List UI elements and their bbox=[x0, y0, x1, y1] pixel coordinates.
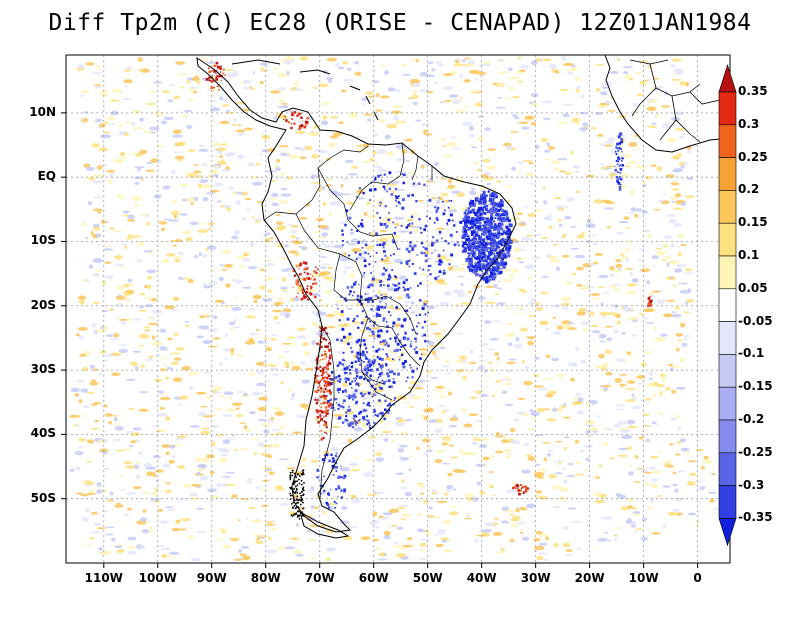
lat-label: 10N bbox=[29, 104, 56, 119]
lat-label: 10S bbox=[30, 233, 56, 248]
colorbar-label: -0.05 bbox=[738, 313, 773, 328]
lat-label: EQ bbox=[37, 169, 56, 184]
colorbar-label: -0.35 bbox=[738, 510, 773, 525]
lon-label: 30W bbox=[520, 571, 551, 585]
colorbar-segment bbox=[718, 354, 737, 388]
colorbar-segment bbox=[718, 124, 737, 158]
map-title: Diff Tp2m (C) EC28 (ORISE - CENAPAD) 12Z… bbox=[48, 10, 752, 36]
colorbar-label: 0.05 bbox=[738, 280, 768, 295]
colorbar-segment bbox=[718, 222, 737, 257]
south-america-coastline bbox=[196, 56, 517, 533]
difference-field bbox=[69, 56, 720, 562]
lat-lon-grid bbox=[66, 55, 730, 563]
lon-label: 100W bbox=[138, 571, 177, 585]
lat-label: 20S bbox=[30, 297, 56, 312]
lat-label: 50S bbox=[30, 490, 56, 505]
africa-coastline bbox=[604, 55, 730, 153]
colorbar-label: 0.15 bbox=[738, 215, 768, 230]
lon-label: 20W bbox=[574, 571, 605, 585]
colorbar-segment bbox=[718, 157, 737, 191]
axis-ticks bbox=[61, 112, 699, 568]
colorbar-segment bbox=[718, 190, 737, 224]
colorbar-segment bbox=[718, 321, 737, 355]
lon-label: 80W bbox=[250, 571, 281, 585]
colorbar-bottom-arrow bbox=[718, 518, 737, 547]
lon-label: 110W bbox=[84, 571, 123, 585]
lat-label: 30S bbox=[30, 362, 56, 377]
colorbar-label: -0.3 bbox=[738, 477, 765, 492]
country-borders bbox=[263, 142, 433, 501]
colorbar-label: 0.25 bbox=[738, 149, 768, 164]
lon-label: 0 bbox=[693, 571, 702, 585]
lon-label: 40W bbox=[466, 571, 497, 585]
colorbar-segment bbox=[718, 452, 737, 486]
lon-label: 60W bbox=[358, 571, 389, 585]
colorbar-segment bbox=[718, 91, 737, 126]
africa-borders bbox=[629, 59, 721, 143]
lat-label: 40S bbox=[30, 426, 56, 441]
colorbar-label: -0.15 bbox=[738, 379, 773, 394]
colorbar-label: 0.35 bbox=[738, 84, 768, 98]
colorbar-label: -0.1 bbox=[738, 346, 765, 361]
tierra-del-fuego bbox=[299, 510, 350, 539]
colorbar-label: 0.2 bbox=[738, 182, 760, 197]
colorbar bbox=[718, 64, 737, 547]
colorbar-segment bbox=[718, 485, 737, 519]
colorbar-label: 0.1 bbox=[738, 248, 760, 262]
lon-label: 70W bbox=[304, 571, 335, 585]
lon-label: 50W bbox=[412, 571, 443, 585]
colorbar-label: -0.25 bbox=[738, 444, 773, 459]
colorbar-label: 0.3 bbox=[738, 116, 760, 131]
lon-label: 90W bbox=[196, 571, 227, 585]
lon-label: 10W bbox=[628, 571, 659, 585]
colorbar-label: -0.2 bbox=[738, 412, 765, 426]
detail-stipple bbox=[289, 469, 305, 520]
colorbar-segment bbox=[718, 255, 737, 290]
caribbean-islands bbox=[231, 59, 379, 121]
colorbar-segment bbox=[718, 419, 737, 454]
colorbar-top-arrow bbox=[718, 64, 737, 93]
colorbar-segment bbox=[718, 288, 737, 322]
colorbar-segment bbox=[718, 386, 737, 421]
